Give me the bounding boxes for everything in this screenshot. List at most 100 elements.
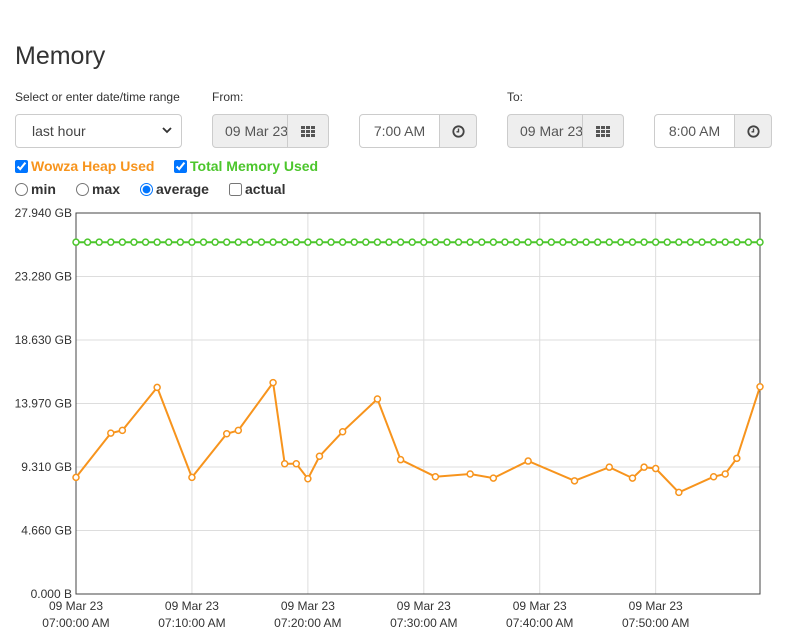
to-date-input[interactable]: 09 Mar 23 (507, 114, 583, 148)
wowza-heap-used-point (222, 430, 231, 438)
wowza-heap-used-point (651, 464, 660, 473)
total-memory-used-point (164, 238, 173, 246)
x-tick-time: 07:40:00 AM (506, 616, 573, 630)
total-memory-used-point (130, 238, 138, 246)
y-tick-label: 4.660 GB (21, 523, 72, 537)
mode-min[interactable]: min (15, 181, 56, 197)
total-toggle-label: Total Memory Used (190, 158, 319, 174)
x-tick-time: 07:20:00 AM (274, 616, 341, 630)
total-memory-used-point (327, 238, 335, 246)
total-memory-used-point (478, 238, 486, 246)
y-tick-label: 0.000 B (31, 587, 72, 601)
mode-actual[interactable]: actual (229, 181, 285, 197)
total-checkbox[interactable] (174, 159, 187, 173)
wowza-heap-used-point (153, 383, 161, 392)
total-memory-used-point (617, 238, 625, 246)
total-memory-used-point (118, 238, 127, 246)
total-memory-used-point (176, 238, 185, 246)
y-tick-label: 27.940 GB (15, 206, 72, 220)
x-tick-date: 09 Mar 23 (49, 599, 103, 613)
x-tick-date: 09 Mar 23 (165, 599, 219, 613)
total-memory-used-point (315, 238, 324, 246)
total-memory-used-point (443, 238, 451, 246)
total-memory-used-point (222, 238, 231, 246)
wowza-heap-used-point (234, 426, 243, 435)
total-memory-used-point (396, 238, 405, 246)
wowza-heap-used-point (570, 477, 579, 485)
total-memory-used-point (524, 238, 532, 246)
total-memory-used-point (72, 238, 80, 246)
y-tick-label: 9.310 GB (21, 460, 72, 474)
wowza-heap-used-point (315, 452, 324, 461)
mode-average[interactable]: average (140, 181, 209, 197)
mode-max-radio[interactable] (76, 182, 89, 196)
x-tick-date: 09 Mar 23 (629, 599, 683, 613)
total-memory-used-point (304, 238, 312, 246)
total-memory-used-point (466, 238, 474, 246)
from-calendar-button[interactable] (287, 114, 329, 148)
wowza-heap-used-point (605, 463, 614, 471)
total-memory-used-point (512, 238, 521, 246)
total-memory-used-point (280, 238, 289, 246)
wowza-heap-used-point (721, 470, 729, 478)
total-memory-used-point (709, 238, 718, 246)
total-memory-used-point (756, 238, 764, 246)
to-clock-button[interactable] (734, 114, 772, 148)
mode-max-label: max (92, 181, 121, 197)
total-memory-used-point (431, 238, 440, 246)
wowza-heap-used-point (373, 395, 382, 403)
wowza-heap-used-point (756, 382, 764, 391)
from-time-input[interactable]: 7:00 AM (359, 114, 440, 148)
calendar-grid-icon (301, 125, 315, 137)
total-memory-used-point (651, 238, 660, 246)
total-memory-used-point (95, 238, 103, 246)
total-toggle[interactable]: Total Memory Used (174, 158, 318, 174)
page-title: Memory (15, 42, 106, 70)
wowza-heap-used-point (118, 426, 127, 435)
wowza-heap-used-point (188, 473, 196, 482)
total-memory-used-point (675, 238, 683, 246)
wowza-heap-used-point (524, 457, 532, 465)
wowza-heap-used-point (107, 429, 115, 437)
wowza-heap-used-point (640, 463, 648, 471)
range-select-value: last hour (32, 123, 86, 139)
total-memory-used-point (385, 238, 393, 246)
mode-min-radio[interactable] (15, 182, 28, 196)
total-memory-used-point (582, 238, 590, 246)
mode-max[interactable]: max (76, 181, 120, 197)
mode-actual-label: actual (245, 181, 286, 197)
heap-checkbox[interactable] (15, 159, 28, 173)
total-memory-used-point (107, 238, 115, 246)
total-memory-used-point (733, 238, 741, 246)
total-memory-used-point (628, 238, 637, 246)
total-memory-used-point (663, 238, 672, 246)
calendar-grid-icon (596, 125, 610, 137)
total-memory-used-point (547, 238, 556, 246)
total-memory-used-point (188, 238, 196, 246)
x-tick-time: 07:30:00 AM (390, 616, 457, 630)
from-clock-button[interactable] (439, 114, 477, 148)
total-memory-used-point (257, 238, 266, 246)
wowza-heap-used-point (72, 473, 80, 482)
total-memory-used-point (373, 238, 382, 246)
to-time-input[interactable]: 8:00 AM (654, 114, 735, 148)
wowza-heap-used-point (269, 378, 277, 387)
from-date-input[interactable]: 09 Mar 23 (212, 114, 288, 148)
wowza-heap-used-point (733, 454, 741, 463)
mode-average-radio[interactable] (140, 182, 153, 196)
mode-actual-checkbox[interactable] (229, 182, 242, 196)
clock-icon (746, 124, 760, 138)
total-memory-used-point (501, 238, 509, 246)
wowza-heap-used-point (396, 455, 405, 464)
y-tick-label: 13.970 GB (15, 397, 72, 411)
to-calendar-button[interactable] (582, 114, 624, 148)
heap-toggle[interactable]: Wowza Heap Used (15, 158, 154, 174)
total-memory-used-point (269, 238, 277, 246)
total-memory-used-point (292, 238, 301, 246)
wowza-heap-used-point (709, 472, 718, 481)
wowza-heap-used-point (628, 474, 637, 482)
total-memory-used-point (420, 238, 428, 246)
total-memory-used-point (199, 238, 208, 246)
total-memory-used-point (559, 238, 567, 246)
range-select[interactable]: last hour (15, 114, 182, 148)
